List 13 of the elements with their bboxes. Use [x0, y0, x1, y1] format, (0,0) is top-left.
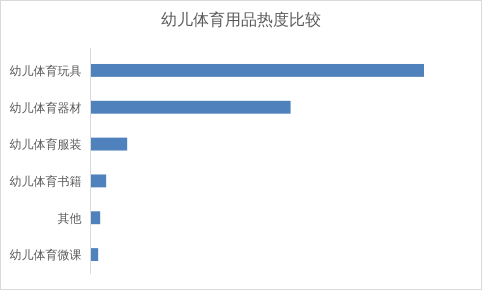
y-tick-label: 幼儿体育微课 — [10, 248, 82, 262]
bar — [90, 248, 98, 262]
y-tick-label: 幼儿体育器材 — [10, 100, 82, 115]
y-tick-label: 幼儿体育玩具 — [10, 64, 82, 78]
bar — [90, 174, 106, 188]
bar — [90, 211, 100, 224]
chart-title: 幼儿体育用品热度比较 — [161, 10, 321, 29]
bar — [90, 64, 424, 77]
bar — [90, 100, 291, 114]
y-tick-label: 幼儿体育书籍 — [10, 174, 82, 188]
y-tick-label: 其他 — [58, 211, 82, 226]
y-tick-label: 幼儿体育服装 — [10, 138, 82, 152]
bar — [90, 138, 128, 151]
